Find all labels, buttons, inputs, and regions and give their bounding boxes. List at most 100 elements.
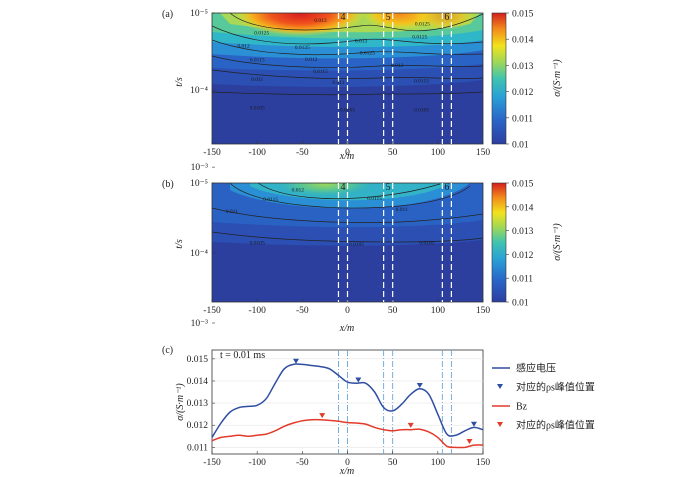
x-tick-label: -50 — [296, 306, 309, 316]
contour-label: 0.0105 — [250, 241, 265, 247]
colorbar-label-a: σ/(S·m⁻¹) — [552, 59, 563, 97]
legend-marker — [497, 422, 503, 427]
y-tick-label: 0.015 — [187, 355, 209, 365]
colorbar-tick-label: 0.015 — [512, 10, 534, 20]
colorbar-tick-label: 0.01 — [512, 141, 529, 151]
contour-label: 0.013 — [314, 18, 327, 24]
y-tick-label: 0.013 — [187, 399, 209, 409]
line-label: 5 — [386, 182, 391, 193]
peak-marker — [466, 439, 473, 445]
contour-label: 0.0125 — [295, 45, 310, 51]
colorbar-a: 0.015 0.014 0.013 0.012 0.011 0.01 σ/(S·m⁻¹) — [491, 10, 563, 151]
y-tick-label: 10⁻³ — [191, 163, 209, 173]
colorbar-tick-label: 0.012 — [512, 251, 534, 261]
ylabel-a: t/s — [174, 77, 185, 87]
line-label: 5 — [386, 12, 391, 23]
peak-marker — [319, 413, 326, 419]
xlabel-a: x/m — [339, 151, 354, 162]
contour-label: 0.013 — [355, 38, 368, 44]
peak-marker — [407, 422, 414, 428]
panel-label-a: (a) — [162, 9, 173, 20]
contour-label: 0.0125 — [412, 34, 427, 40]
y-tick-label: 10⁻⁴ — [190, 86, 209, 96]
x-tick-label: -100 — [248, 306, 266, 316]
x-tick-label: -50 — [296, 458, 309, 468]
line-label: 4 — [340, 182, 345, 193]
y-tick-label: 0.014 — [187, 377, 209, 387]
y-tick-label: 10⁻⁵ — [190, 179, 208, 189]
x-tick-label: -150 — [203, 306, 221, 316]
x-tick-label: 50 — [388, 458, 398, 468]
contour-label: 0.012 — [292, 187, 305, 193]
line-label: 4 — [340, 12, 345, 23]
colorbar-tick-label: 0.015 — [512, 180, 534, 190]
y-tick-label: 0.012 — [187, 421, 209, 431]
line-plot-panel-c: -150 -100 -50 0 50 100 150 0.011 0.012 0.013 0.014… — [187, 349, 595, 468]
x-tick-label: -150 — [203, 458, 221, 468]
contour-label: 0.0115 — [414, 78, 429, 84]
x-tick-label: 0 — [345, 306, 350, 316]
x-tick-label: 150 — [476, 306, 491, 316]
x-tick-label: 150 — [476, 458, 491, 468]
x-tick-label: 100 — [431, 458, 446, 468]
x-tick-label: 0 — [345, 148, 350, 158]
xlabel-b: x/m — [339, 323, 354, 334]
panel-label-b: (b) — [162, 179, 174, 190]
contour-label: 0.011 — [332, 80, 344, 86]
contour-label: 0.011 — [396, 207, 408, 213]
contour-label: 0.012 — [305, 57, 318, 63]
x-tick-label: 100 — [431, 306, 446, 316]
contour-label: 0.0105 — [419, 241, 434, 247]
colorbar-tick-label: 0.011 — [512, 114, 533, 124]
annotation-time: t = 0.01 ms — [220, 350, 265, 361]
x-tick-label: -50 — [296, 148, 309, 158]
legend-label: 对应的ρs峰值位置 — [516, 419, 595, 432]
panel-label-c: (c) — [162, 345, 173, 356]
colorbar-tick-label: 0.011 — [512, 275, 533, 285]
contour-label: 0.0115 — [263, 197, 278, 203]
colorbar-b: 0.015 0.014 0.013 0.012 0.011 0.01 σ/(S·m⁻¹) — [491, 180, 563, 309]
ylabel-b: t/s — [174, 239, 185, 249]
contour-label: 0.012 — [237, 44, 250, 50]
colorbar-tick-label: 0.014 — [512, 36, 534, 46]
x-tick-label: 100 — [431, 148, 446, 158]
colorbar-tick-label: 0.013 — [512, 62, 534, 72]
line-label: 6 — [444, 12, 449, 23]
legend-label: 感应电压 — [516, 362, 556, 375]
contour-label: 0.0105 — [340, 108, 355, 114]
colorbar-tick-label: 0.013 — [512, 227, 534, 237]
heatmap-panel-b: 4 5 6 0.012 0.0115 0.0115 0.011 0.011 0.0105 0.01… — [190, 179, 491, 329]
series-line-1 — [211, 418, 484, 449]
contour-label: 0.011 — [251, 77, 263, 83]
peak-marker — [355, 377, 362, 383]
peak-marker — [470, 421, 477, 427]
colorbar-tick-label: 0.01 — [512, 299, 529, 309]
contour-label: 0.012 — [391, 63, 404, 69]
contour-label: 0.0115 — [250, 58, 265, 64]
x-tick-label: 150 — [476, 148, 491, 158]
colorbar-tick-label: 0.012 — [512, 88, 534, 98]
legend-label: Bz — [516, 402, 528, 413]
line-label: 6 — [444, 182, 449, 193]
colorbar-tick-label: 0.014 — [512, 203, 534, 213]
colorbar-label-b: σ/(S·m⁻¹) — [552, 223, 563, 261]
y-tick-label: 10⁻⁵ — [190, 9, 208, 19]
contour-label: 0.0115 — [313, 69, 328, 75]
contour-label: 0.011 — [226, 209, 238, 215]
peak-marker — [293, 358, 300, 364]
x-tick-label: 0 — [345, 458, 350, 468]
ylabel-c: σ/(S·m⁻¹) — [175, 383, 186, 421]
series-line-0 — [211, 363, 484, 438]
contour-label: 0.0105 — [349, 242, 364, 248]
peak-marker — [416, 383, 423, 389]
contour-label: 0.0105 — [414, 108, 429, 114]
contour-label: 0.0125 — [254, 31, 269, 37]
y-tick-label: 10⁻³ — [191, 319, 209, 329]
y-tick-label: 10⁻⁴ — [190, 249, 209, 259]
legend-label: 对应的ρs峰值位置 — [516, 381, 595, 394]
x-tick-label: -100 — [248, 148, 266, 158]
y-tick-label: 0.011 — [187, 443, 208, 453]
contour-label: 0.0125 — [360, 51, 375, 57]
